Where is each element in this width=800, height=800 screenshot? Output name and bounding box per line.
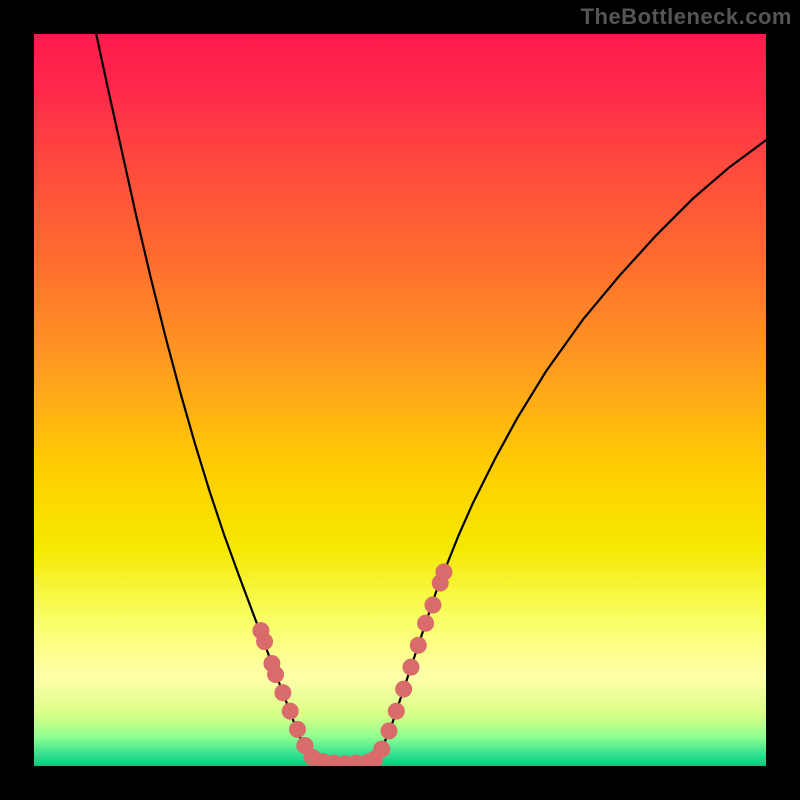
plot-gradient-background	[34, 34, 766, 766]
data-marker	[425, 597, 441, 613]
data-marker	[418, 615, 434, 631]
data-marker	[381, 723, 397, 739]
data-marker	[388, 703, 404, 719]
data-marker	[275, 685, 291, 701]
bottleneck-curve-chart	[0, 0, 800, 800]
watermark-text: TheBottleneck.com	[581, 4, 792, 30]
data-marker	[410, 637, 426, 653]
data-marker	[436, 564, 452, 580]
chart-container: TheBottleneck.com	[0, 0, 800, 800]
data-marker	[282, 703, 298, 719]
data-marker	[403, 659, 419, 675]
data-marker	[374, 741, 390, 757]
data-marker	[396, 681, 412, 697]
data-marker	[268, 667, 284, 683]
data-marker	[290, 721, 306, 737]
data-marker	[257, 634, 273, 650]
